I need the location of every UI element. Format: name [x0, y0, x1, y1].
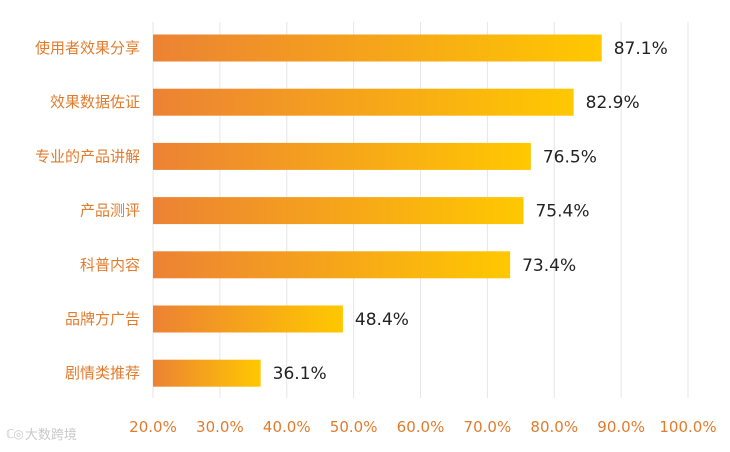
- value-label: 87.1%: [614, 39, 668, 59]
- bar: [153, 251, 511, 279]
- x-tick-label: 30.0%: [196, 418, 244, 436]
- category-label: 效果数据佐证: [50, 93, 140, 111]
- value-label: 73.4%: [522, 256, 576, 276]
- x-tick-label: 50.0%: [330, 418, 378, 436]
- category-label: 品牌方广告: [65, 310, 140, 328]
- x-tick-label: 100.0%: [659, 418, 716, 436]
- value-label: 48.4%: [355, 310, 409, 330]
- watermark-text: 大数跨境: [24, 428, 77, 443]
- value-label: 82.9%: [586, 93, 640, 113]
- bar: [153, 34, 602, 62]
- category-label: 科普内容: [80, 256, 140, 274]
- category-label: 专业的产品讲解: [35, 147, 140, 165]
- x-tick-label: 40.0%: [263, 418, 311, 436]
- value-label: 76.5%: [543, 147, 597, 167]
- x-tick-label: 80.0%: [530, 418, 578, 436]
- bar: [153, 88, 574, 116]
- category-label: 产品测评: [80, 202, 140, 220]
- x-tick-label: 90.0%: [597, 418, 645, 436]
- bar: [153, 197, 524, 225]
- value-label: 36.1%: [273, 364, 327, 384]
- x-tick-label: 60.0%: [397, 418, 445, 436]
- bar: [153, 305, 343, 333]
- category-label: 使用者效果分享: [35, 39, 140, 57]
- watermark: ℂ◎ 大数跨境: [6, 424, 77, 444]
- dashuju-logo-icon: ℂ◎: [6, 426, 24, 441]
- bar: [153, 142, 531, 170]
- bar: [153, 359, 261, 387]
- x-tick-label: 70.0%: [464, 418, 512, 436]
- category-label: 剧情类推荐: [65, 364, 140, 382]
- x-tick-label: 20.0%: [129, 418, 177, 436]
- value-label: 75.4%: [535, 202, 589, 222]
